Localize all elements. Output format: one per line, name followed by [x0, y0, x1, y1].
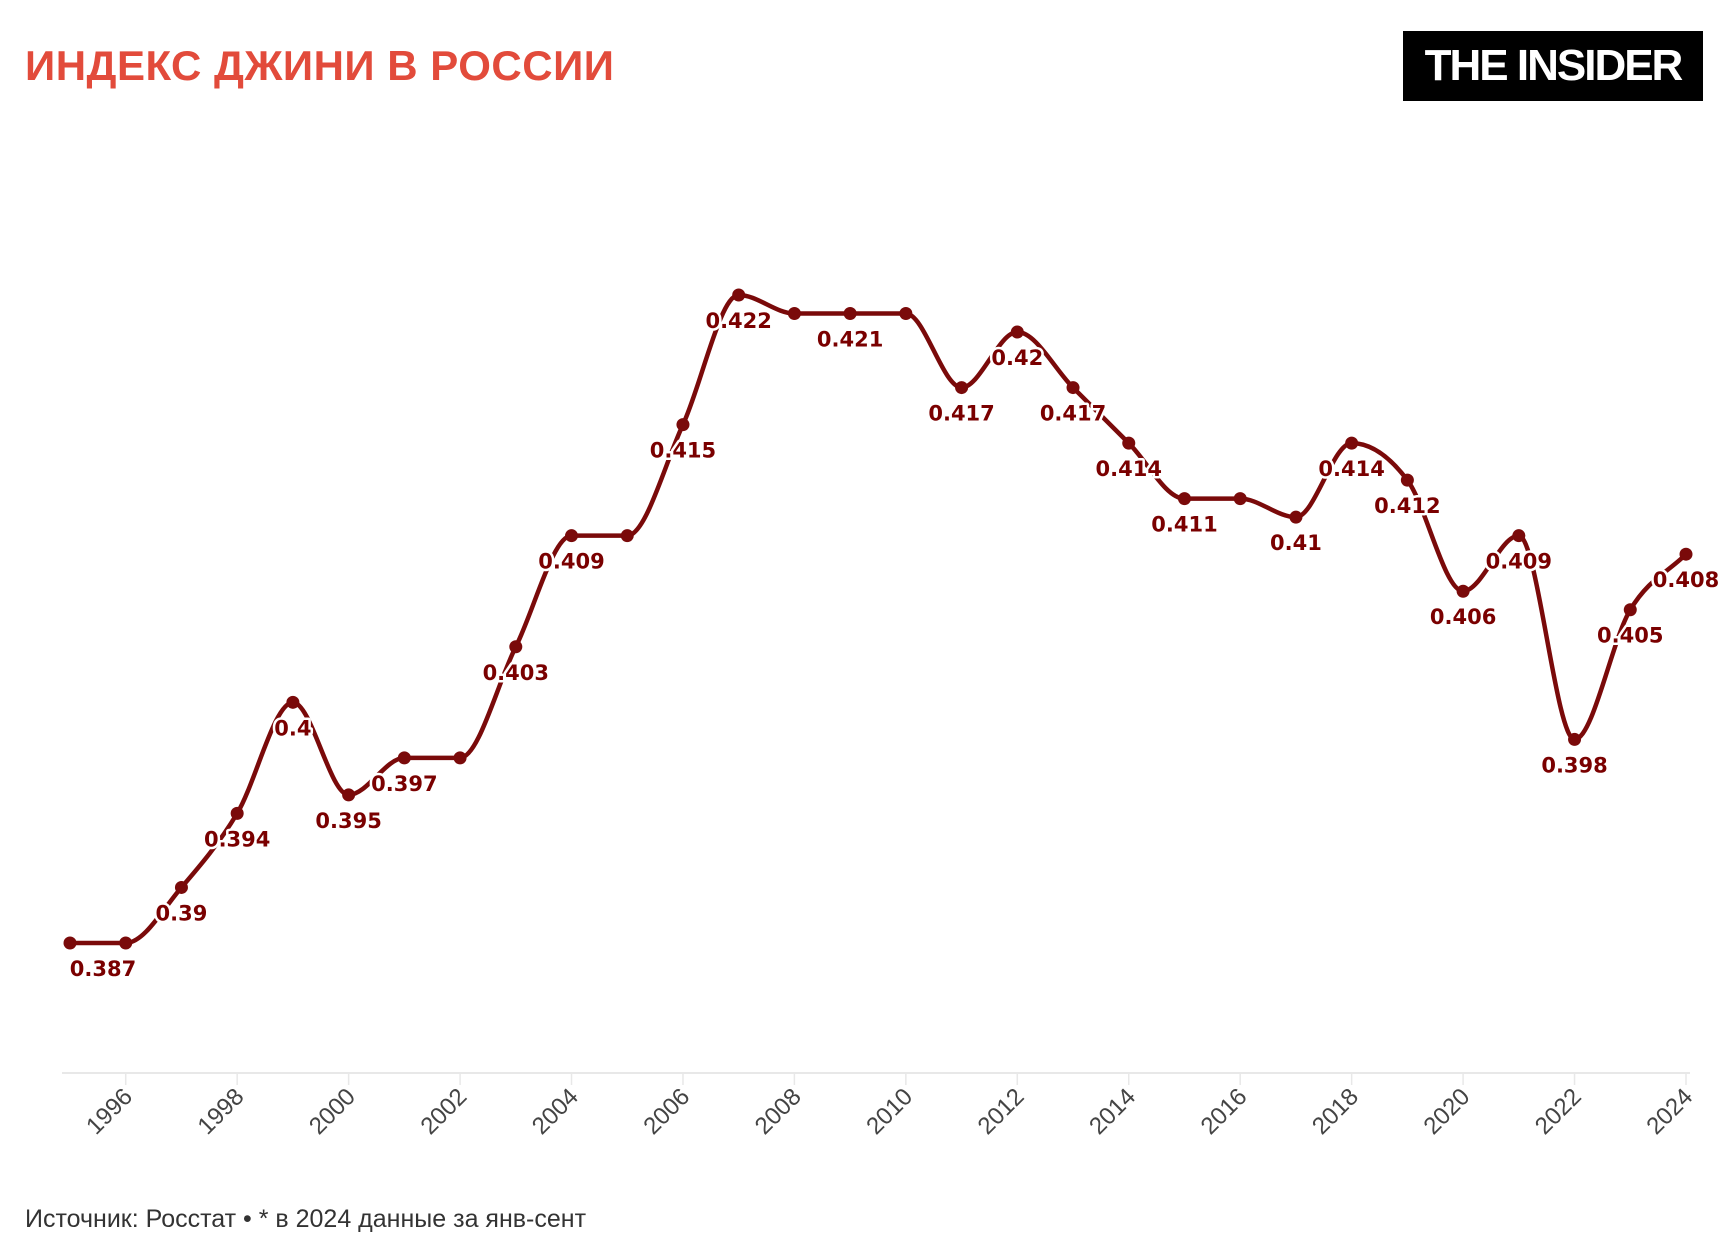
chart-title: ИНДЕКС ДЖИНИ В РОССИИ — [25, 42, 615, 89]
data-point — [174, 880, 188, 894]
data-point — [787, 307, 801, 321]
x-tick-label: 2010 — [861, 1083, 918, 1140]
x-tick-label: 2024 — [1641, 1083, 1698, 1140]
x-tick-label: 2018 — [1307, 1083, 1364, 1140]
data-label: 0.411 — [1151, 513, 1217, 537]
data-point — [955, 381, 969, 395]
data-label: 0.412 — [1374, 494, 1440, 518]
x-tick-label: 2004 — [527, 1083, 584, 1140]
x-tick-label: 2000 — [304, 1083, 361, 1140]
data-label: 0.417 — [1040, 402, 1106, 426]
the-insider-logo: THE INSIDER — [1403, 31, 1703, 101]
data-point — [1345, 436, 1359, 450]
data-label: 0.414 — [1096, 457, 1162, 481]
x-tick-label: 1998 — [193, 1083, 250, 1140]
data-point — [1512, 529, 1526, 543]
data-point — [1679, 547, 1693, 561]
x-tick-label: 2016 — [1196, 1083, 1253, 1140]
data-point — [1177, 492, 1191, 506]
data-point — [119, 936, 133, 950]
data-point — [453, 751, 467, 765]
x-tick-label: 2014 — [1084, 1083, 1141, 1140]
data-label: 0.395 — [315, 809, 381, 833]
data-label: 0.405 — [1597, 624, 1663, 648]
data-point — [397, 751, 411, 765]
data-point — [732, 288, 746, 302]
data-point — [565, 529, 579, 543]
x-tick-label: 2002 — [415, 1083, 472, 1140]
data-label: 0.417 — [928, 402, 994, 426]
x-tick-label: 2020 — [1419, 1083, 1476, 1140]
data-label: 0.409 — [538, 550, 604, 574]
data-point — [1122, 436, 1136, 450]
data-label: 0.415 — [650, 439, 716, 463]
data-point — [509, 640, 523, 654]
data-point — [1456, 584, 1470, 598]
data-label: 0.397 — [371, 772, 437, 796]
data-point — [1623, 603, 1637, 617]
x-tick-label: 2006 — [638, 1083, 695, 1140]
data-label: 0.394 — [204, 827, 270, 851]
x-tick-label: 2022 — [1530, 1083, 1587, 1140]
data-point — [676, 418, 690, 432]
data-label: 0.398 — [1541, 753, 1607, 777]
data-label: 0.387 — [70, 957, 136, 981]
data-point — [843, 307, 857, 321]
data-point — [1289, 510, 1303, 524]
data-point — [620, 529, 634, 543]
data-point — [230, 806, 244, 820]
data-point — [286, 695, 300, 709]
data-point — [1233, 492, 1247, 506]
data-label: 0.421 — [817, 328, 883, 352]
x-tick-label: 2012 — [973, 1083, 1030, 1140]
data-point — [899, 307, 913, 321]
data-label: 0.4 — [274, 716, 311, 740]
data-label: 0.408 — [1653, 568, 1719, 592]
data-point — [1400, 473, 1414, 487]
data-label: 0.403 — [483, 661, 549, 685]
data-point — [1568, 732, 1582, 746]
data-point — [63, 936, 77, 950]
x-tick-label: 2008 — [750, 1083, 807, 1140]
data-point — [1010, 325, 1024, 339]
data-point — [342, 788, 356, 802]
x-tick-label: 1996 — [81, 1083, 138, 1140]
data-label: 0.39 — [156, 901, 208, 925]
data-label: 0.422 — [705, 309, 771, 333]
data-label: 0.406 — [1430, 605, 1496, 629]
source-note: Источник: Росстат • * в 2024 данные за я… — [25, 1205, 587, 1233]
data-label: 0.414 — [1318, 457, 1384, 481]
data-label: 0.41 — [1270, 531, 1322, 555]
data-point — [1066, 381, 1080, 395]
data-label: 0.42 — [991, 346, 1043, 370]
data-label: 0.409 — [1486, 550, 1552, 574]
